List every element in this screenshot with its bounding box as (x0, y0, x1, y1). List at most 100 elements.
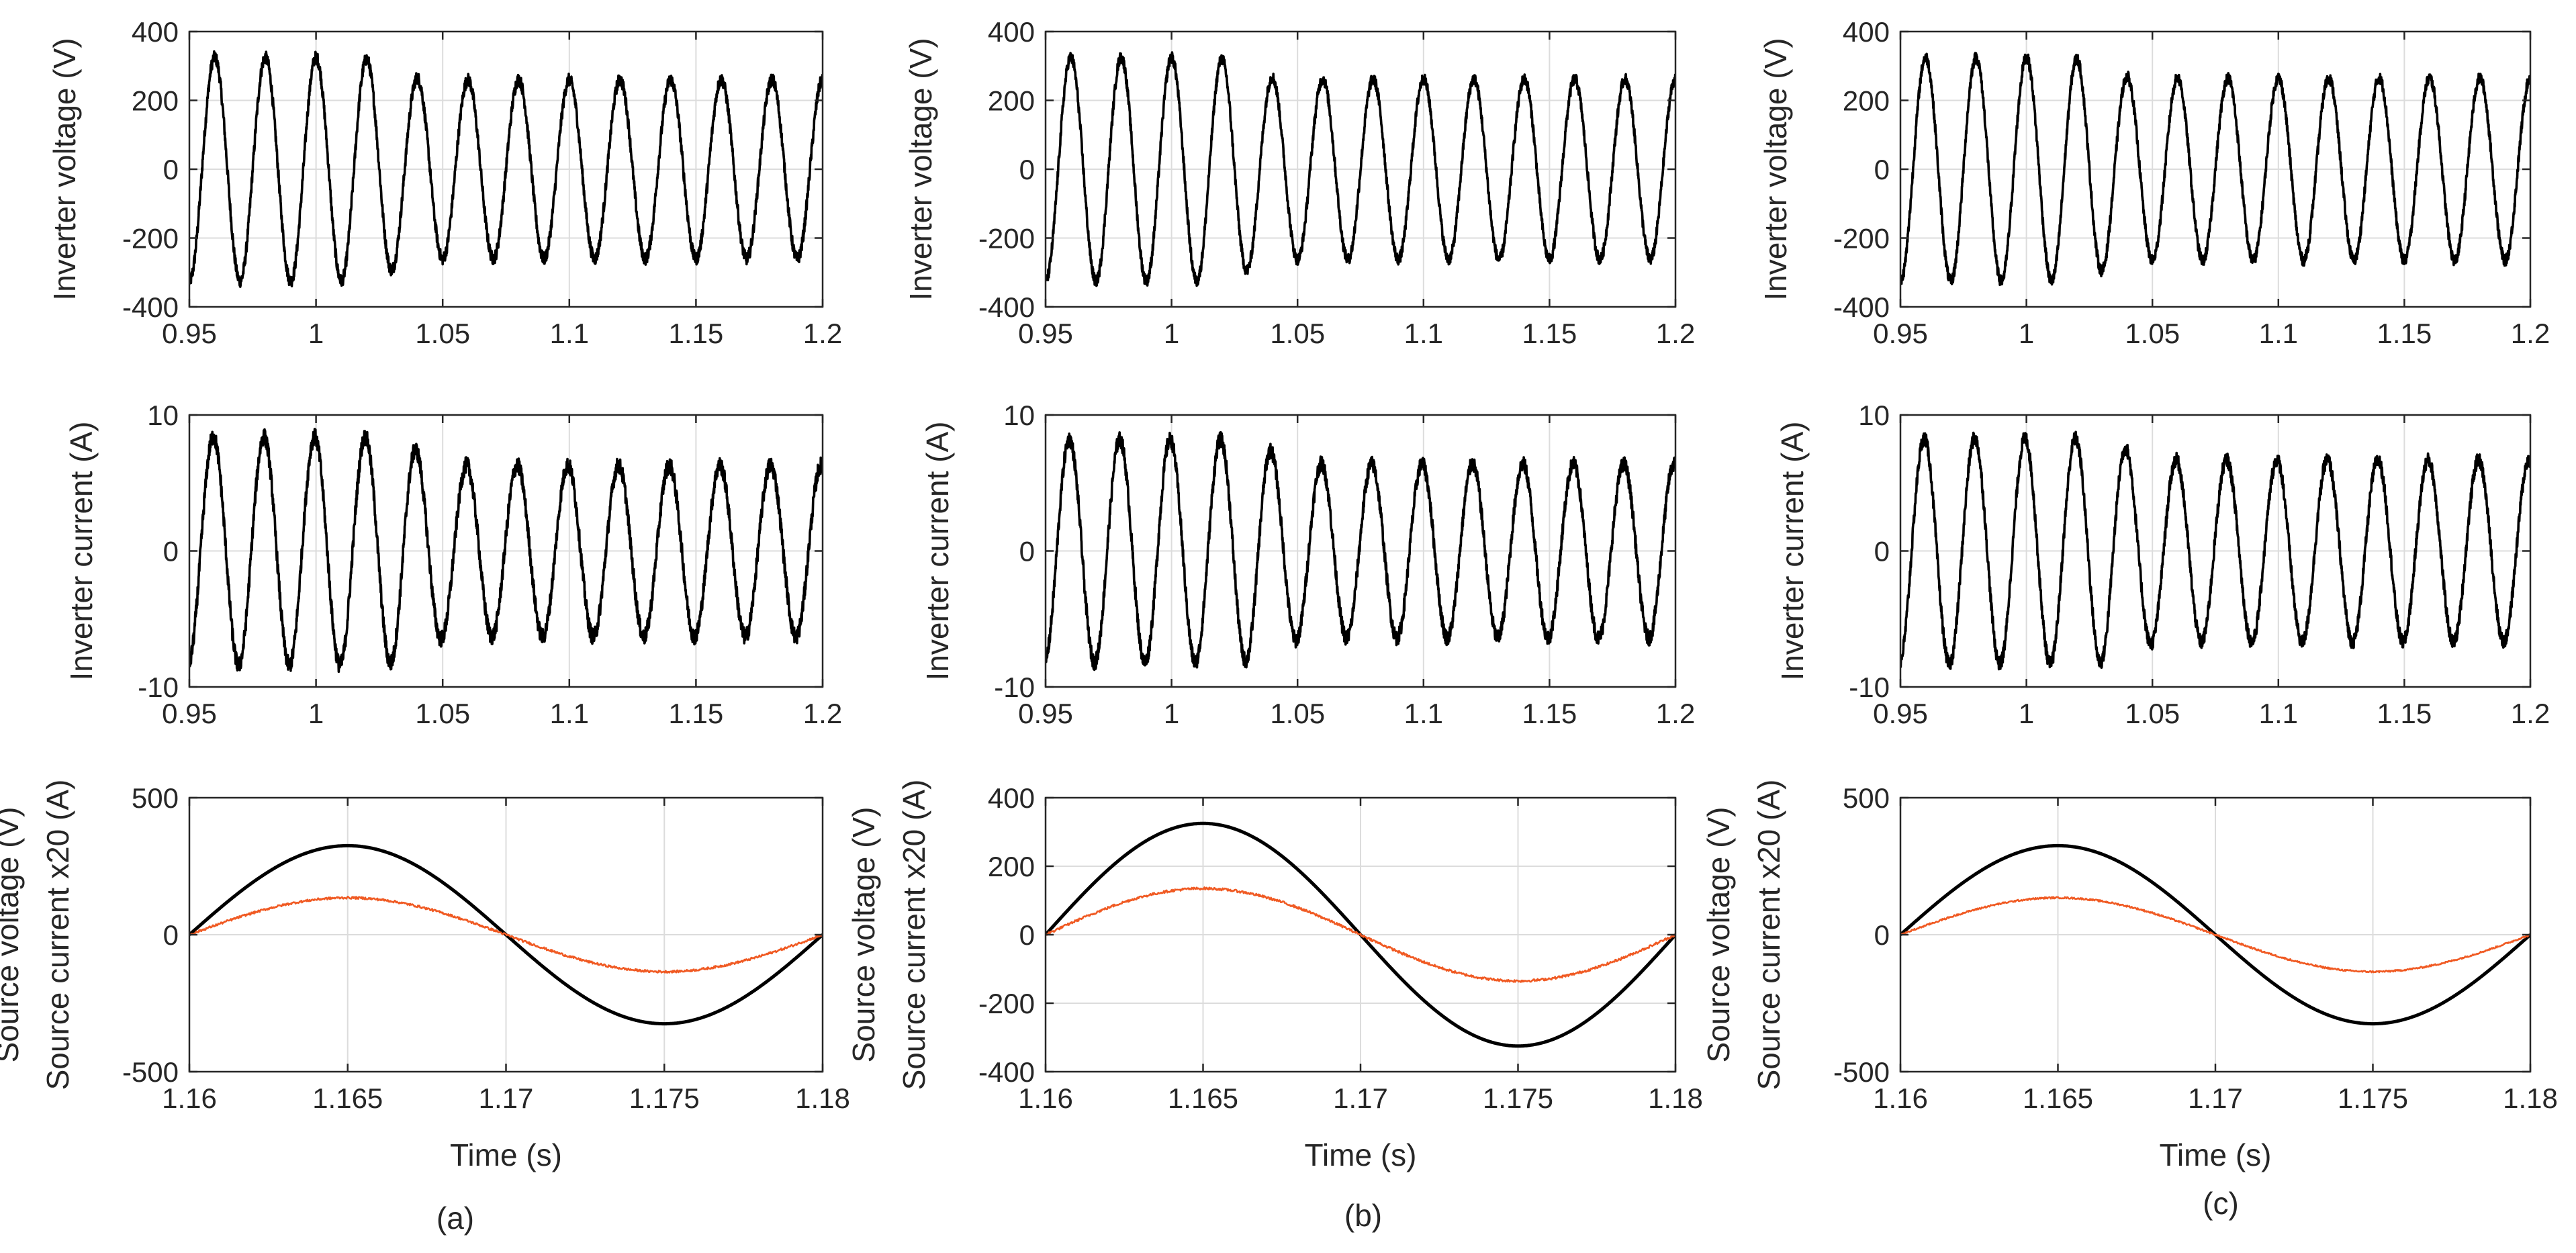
x-tick-label: 1.05 (1270, 698, 1325, 729)
y-tick-label: 400 (1843, 16, 1890, 48)
x-tick-label: 1.2 (2511, 698, 2550, 729)
series-line-source-current-x20 (189, 896, 823, 974)
panels-layer: 0.95 1 1.05 1.1 1.15 1.2 -400 -200 0 200 400 Invert… (0, 16, 2558, 1172)
x-tick-label: 1 (1164, 698, 1179, 729)
caption-c: (c) (2203, 1186, 2239, 1221)
x-tick-label: 1.2 (2511, 318, 2550, 349)
y-tick-label: -200 (122, 223, 179, 254)
y-tick-label: 0 (1874, 536, 1890, 567)
panel-b-voltage: 0.95 1 1.05 1.1 1.15 1.2 -400 -200 0 200 400 Invert… (903, 16, 1695, 349)
panel-a-source: 1.16 1.165 1.17 1.175 1.18 -500 0 500 Source vol… (0, 780, 850, 1172)
y-axis-label-secondary: Source current x20 (A) (896, 780, 931, 1090)
x-tick-label: 1.165 (1168, 1082, 1238, 1114)
x-axis-label: Time (s) (2160, 1138, 2272, 1172)
x-tick-label: 1.1 (550, 698, 589, 729)
x-tick-label: 1.175 (2338, 1082, 2408, 1114)
panel-c-voltage: 0.95 1 1.05 1.1 1.15 1.2 -400 -200 0 200 400 Invert… (1758, 16, 2550, 349)
y-tick-label: 500 (1843, 782, 1890, 814)
series-line-inverter-current (1046, 430, 1675, 671)
series-line-inverter-voltage (1900, 52, 2530, 287)
x-tick-label: 1.05 (415, 698, 470, 729)
series-line-source-current-x20 (1900, 896, 2530, 974)
y-tick-label: 200 (988, 85, 1035, 117)
x-tick-label: 1.18 (1648, 1082, 1703, 1114)
y-tick-label: 200 (988, 851, 1035, 882)
y-axis-label: Inverter voltage (V) (1758, 38, 1793, 300)
x-tick-label: 1.16 (162, 1082, 217, 1114)
y-tick-label: 400 (988, 16, 1035, 48)
panel-a-current: 0.95 1 1.05 1.1 1.15 1.2 -10 0 10 Inverter curren… (64, 400, 842, 729)
y-tick-label: 200 (132, 85, 179, 117)
y-tick-label: 0 (1874, 154, 1890, 185)
y-tick-label: -400 (978, 291, 1035, 323)
x-tick-label: 1.15 (669, 698, 724, 729)
panel-b-source: 1.16 1.165 1.17 1.175 1.18 -400 -200 0 200 400 Sou… (846, 780, 1703, 1172)
x-tick-label: 1.15 (2377, 318, 2432, 349)
x-tick-label: 1.2 (1656, 318, 1695, 349)
y-tick-label: 0 (1019, 536, 1035, 567)
y-tick-label: -400 (122, 291, 179, 323)
x-tick-label: 1 (308, 698, 324, 729)
x-tick-label: 1 (1164, 318, 1179, 349)
y-tick-label: 0 (1019, 154, 1035, 185)
y-tick-label: -400 (978, 1056, 1035, 1088)
series-line-inverter-voltage (1046, 51, 1675, 287)
x-tick-label: 1.1 (2259, 698, 2298, 729)
panel-c-current: 0.95 1 1.05 1.1 1.15 1.2 -10 0 10 Inverter curren… (1775, 400, 2550, 729)
x-tick-label: 1.165 (2023, 1082, 2093, 1114)
y-tick-label: 500 (132, 782, 179, 814)
caption-a: (a) (436, 1201, 474, 1236)
x-tick-label: 1.18 (795, 1082, 850, 1114)
x-axis-label: Time (s) (450, 1138, 562, 1172)
x-tick-label: 1.15 (2377, 698, 2432, 729)
y-axis-label: Source voltage (V) (1701, 807, 1736, 1063)
x-tick-label: 1.1 (1404, 698, 1443, 729)
y-tick-label: 200 (1843, 85, 1890, 117)
x-tick-label: 0.95 (162, 318, 217, 349)
y-tick-label: -500 (1833, 1056, 1890, 1088)
y-tick-label: -10 (138, 671, 179, 703)
x-tick-label: 1.17 (1333, 1082, 1388, 1114)
caption-b: (b) (1344, 1198, 1382, 1233)
x-tick-label: 1.16 (1018, 1082, 1073, 1114)
x-tick-label: 1.05 (2125, 318, 2180, 349)
y-tick-label: 10 (147, 400, 179, 431)
y-tick-label: -400 (1833, 291, 1890, 323)
x-tick-label: 0.95 (1873, 318, 1928, 349)
y-tick-label: 400 (132, 16, 179, 48)
x-tick-label: 1.17 (479, 1082, 534, 1114)
x-tick-label: 1.18 (2503, 1082, 2558, 1114)
x-tick-label: 0.95 (162, 698, 217, 729)
x-tick-label: 1.2 (1656, 698, 1695, 729)
x-tick-label: 1.05 (415, 318, 470, 349)
y-tick-label: -10 (994, 671, 1035, 703)
x-tick-label: 1.175 (1483, 1082, 1553, 1114)
y-axis-label: Inverter voltage (V) (47, 38, 82, 300)
x-tick-label: 1.165 (312, 1082, 383, 1114)
x-axis-label: Time (s) (1305, 1138, 1417, 1172)
x-tick-label: 1.1 (1404, 318, 1443, 349)
series-line-inverter-current (189, 428, 823, 674)
x-tick-label: 1.05 (2125, 698, 2180, 729)
y-tick-label: 10 (1003, 400, 1035, 431)
y-tick-label: 0 (1874, 919, 1890, 951)
y-axis-label: Inverter voltage (V) (903, 38, 938, 300)
y-axis-label: Source voltage (V) (846, 807, 881, 1063)
x-tick-label: 1 (2019, 698, 2034, 729)
series-line-inverter-current (1900, 430, 2530, 671)
x-tick-label: 1.175 (629, 1082, 700, 1114)
y-axis-label: Inverter current (A) (920, 422, 955, 681)
panel-b-current: 0.95 1 1.05 1.1 1.15 1.2 -10 0 10 Inverter curren… (920, 400, 1695, 729)
y-tick-label: 10 (1858, 400, 1890, 431)
x-tick-label: 0.95 (1018, 318, 1073, 349)
x-tick-label: 1.1 (2259, 318, 2298, 349)
y-tick-label: -10 (1849, 671, 1890, 703)
x-tick-label: 1.05 (1270, 318, 1325, 349)
y-tick-label: 0 (163, 536, 179, 567)
x-tick-label: 1 (308, 318, 324, 349)
y-axis-label-secondary: Source current x20 (A) (1751, 780, 1786, 1090)
x-tick-label: 1.1 (550, 318, 589, 349)
x-tick-label: 1.2 (803, 698, 842, 729)
y-axis-label: Source voltage (V) (0, 807, 25, 1063)
